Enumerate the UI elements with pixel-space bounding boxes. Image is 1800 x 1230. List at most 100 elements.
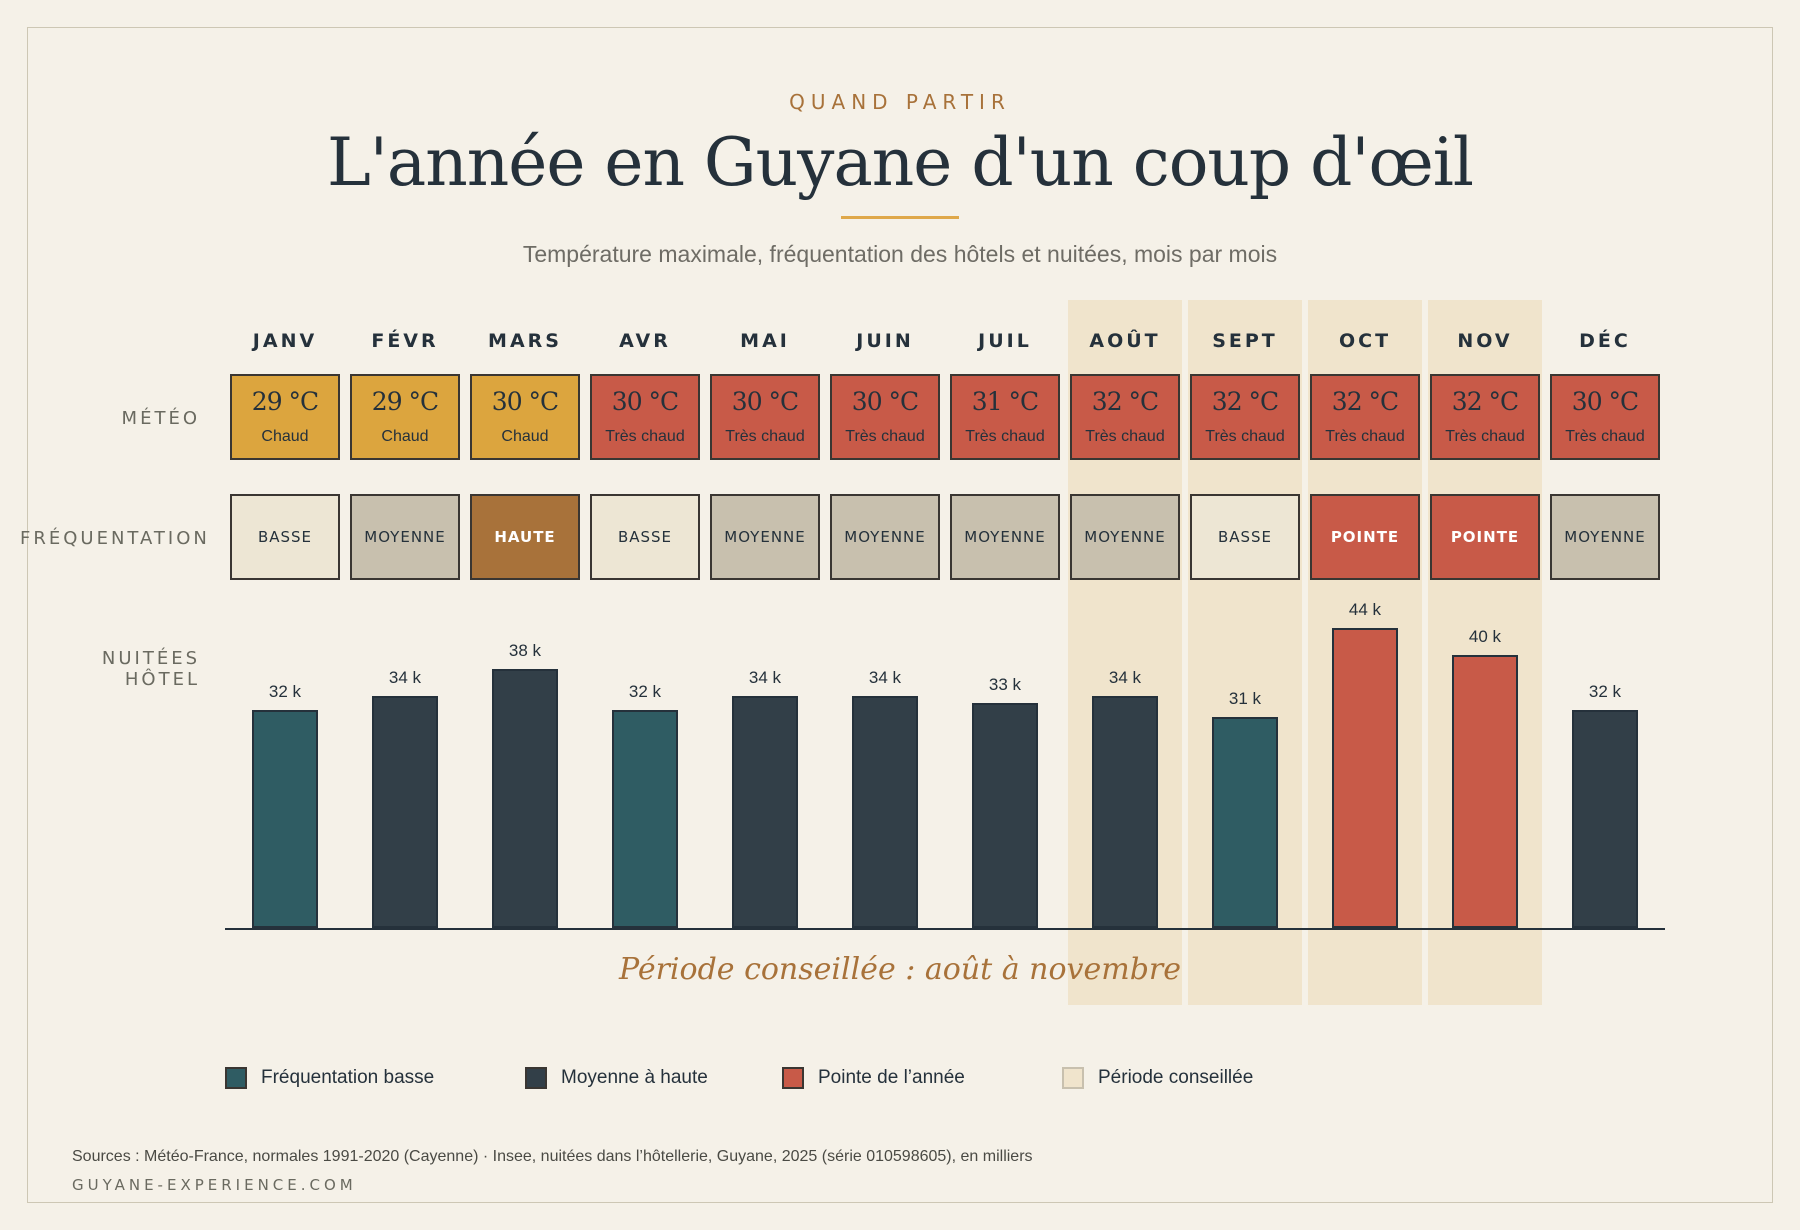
meteo-description: Chaud [381, 428, 429, 445]
page-title: L'année en Guyane d'un coup d'œil [326, 124, 1474, 201]
sources-note: Sources : Météo-France, normales 1991-20… [72, 1148, 1033, 1165]
page-subtitle: Température maximale, fréquentation des … [522, 241, 1278, 267]
frequentation-cell-oct: POINTE [1310, 494, 1420, 580]
frequentation-cell-aout: MOYENNE [1070, 494, 1180, 580]
meteo-temperature: 30 °C [1571, 387, 1639, 416]
meteo-cell-dec: 30 °C Très chaud [1550, 374, 1660, 460]
legend-label: Période conseillée [1098, 1067, 1254, 1088]
meteo-cell-aout: 32 °C Très chaud [1070, 374, 1180, 460]
bar-fevr [372, 696, 438, 928]
meteo-cell-mars: 30 °C Chaud [470, 374, 580, 460]
frequentation-cell-fevr: MOYENNE [350, 494, 460, 580]
bar-dec [1572, 709, 1638, 928]
bar-value-label-sept: 31 k [1228, 688, 1262, 708]
bar-value-label-mai: 34 k [748, 668, 782, 688]
bar-aout [1092, 696, 1158, 928]
bar-nov [1452, 655, 1518, 928]
meteo-cell-juil: 31 °C Très chaud [950, 374, 1060, 460]
frequentation-cell-juil: MOYENNE [950, 494, 1060, 580]
row-label-meteo: MÉTÉO [121, 408, 200, 429]
month-label-dec: DÉC [1579, 330, 1631, 352]
frequentation-cell-janv: BASSE [230, 494, 340, 580]
bar-juin [852, 696, 918, 928]
frequentation-cell-mars: HAUTE [470, 494, 580, 580]
meteo-temperature: 30 °C [491, 387, 559, 416]
bar-sept [1212, 716, 1278, 928]
meteo-description: Très chaud [1445, 428, 1525, 445]
meteo-temperature: 32 °C [1451, 387, 1519, 416]
legend-label: Moyenne à haute [561, 1067, 708, 1088]
meteo-description: Très chaud [605, 428, 685, 445]
bar-mars [492, 668, 558, 928]
meteo-temperature: 32 °C [1091, 387, 1159, 416]
meteo-cell-fevr: 29 °C Chaud [350, 374, 460, 460]
legend-label: Pointe de l’année [818, 1067, 965, 1088]
meteo-description: Très chaud [1085, 428, 1165, 445]
outer-frame [27, 27, 1773, 1203]
bar-oct [1332, 628, 1398, 928]
meteo-description: Très chaud [845, 428, 925, 445]
month-label-juin: JUIN [856, 330, 914, 352]
meteo-temperature: 30 °C [731, 387, 799, 416]
bar-value-label-aout: 34 k [1108, 668, 1142, 688]
month-label-juil: JUIL [978, 330, 1032, 352]
bar-value-label-fevr: 34 k [388, 668, 422, 688]
meteo-description: Chaud [261, 428, 309, 445]
frequentation-cell-sept: BASSE [1190, 494, 1300, 580]
meteo-cell-nov: 32 °C Très chaud [1430, 374, 1540, 460]
frequentation-cell-nov: POINTE [1430, 494, 1540, 580]
frequentation-cell-juin: MOYENNE [830, 494, 940, 580]
legend-label: Fréquentation basse [261, 1067, 435, 1088]
x-axis-line [225, 928, 1665, 930]
bar-value-label-janv: 32 k [268, 681, 302, 701]
month-label-janv: JANV [252, 330, 318, 352]
bar-value-label-dec: 32 k [1588, 681, 1622, 701]
month-label-avr: AVR [619, 330, 671, 352]
meteo-description: Très chaud [725, 428, 805, 445]
month-label-sept: SEPT [1212, 330, 1278, 352]
month-label-mars: MARS [488, 330, 562, 352]
kicker: QUAND PARTIR [789, 90, 1011, 114]
bar-value-label-mars: 38 k [508, 640, 542, 660]
legend-swatch [225, 1067, 247, 1089]
month-label-fevr: FÉVR [371, 330, 439, 352]
bar-janv [252, 709, 318, 928]
legend-swatch [1062, 1067, 1084, 1089]
bar-juil [972, 703, 1038, 928]
meteo-temperature: 32 °C [1211, 387, 1279, 416]
bar-avr [612, 709, 678, 928]
frequentation-cell-avr: BASSE [590, 494, 700, 580]
row-label-frequentation: FRÉQUENTATION [20, 528, 210, 549]
bar-mai [732, 696, 798, 928]
meteo-description: Très chaud [965, 428, 1045, 445]
meteo-cell-janv: 29 °C Chaud [230, 374, 340, 460]
meteo-temperature: 30 °C [851, 387, 919, 416]
meteo-temperature: 32 °C [1331, 387, 1399, 416]
meteo-description: Très chaud [1565, 428, 1645, 445]
meteo-description: Chaud [501, 428, 549, 445]
month-label-nov: NOV [1457, 330, 1513, 352]
meteo-description: Très chaud [1205, 428, 1285, 445]
meteo-temperature: 31 °C [971, 387, 1039, 416]
meteo-cell-juin: 30 °C Très chaud [830, 374, 940, 460]
title-underline [841, 216, 959, 219]
meteo-temperature: 29 °C [251, 387, 319, 416]
bar-value-label-avr: 32 k [628, 681, 662, 701]
meteo-temperature: 29 °C [371, 387, 439, 416]
meteo-description: Très chaud [1325, 428, 1405, 445]
bar-value-label-oct: 44 k [1348, 600, 1382, 619]
meteo-cell-sept: 32 °C Très chaud [1190, 374, 1300, 460]
site-url: GUYANE-EXPERIENCE.COM [72, 1176, 357, 1194]
meteo-cell-mai: 30 °C Très chaud [710, 374, 820, 460]
legend-swatch [525, 1067, 547, 1089]
period-note: Période conseillée : août à novembre [618, 952, 1181, 987]
row-label-nuitees: NUITÉES HÔTEL [101, 648, 200, 690]
meteo-cell-avr: 30 °C Très chaud [590, 374, 700, 460]
frequentation-cell-mai: MOYENNE [710, 494, 820, 580]
legend-swatch [782, 1067, 804, 1089]
frequentation-cell-dec: MOYENNE [1550, 494, 1660, 580]
bar-value-label-nov: 40 k [1468, 627, 1502, 647]
meteo-cell-oct: 32 °C Très chaud [1310, 374, 1420, 460]
month-label-oct: OCT [1338, 330, 1392, 352]
bar-value-label-juin: 34 k [868, 668, 902, 688]
